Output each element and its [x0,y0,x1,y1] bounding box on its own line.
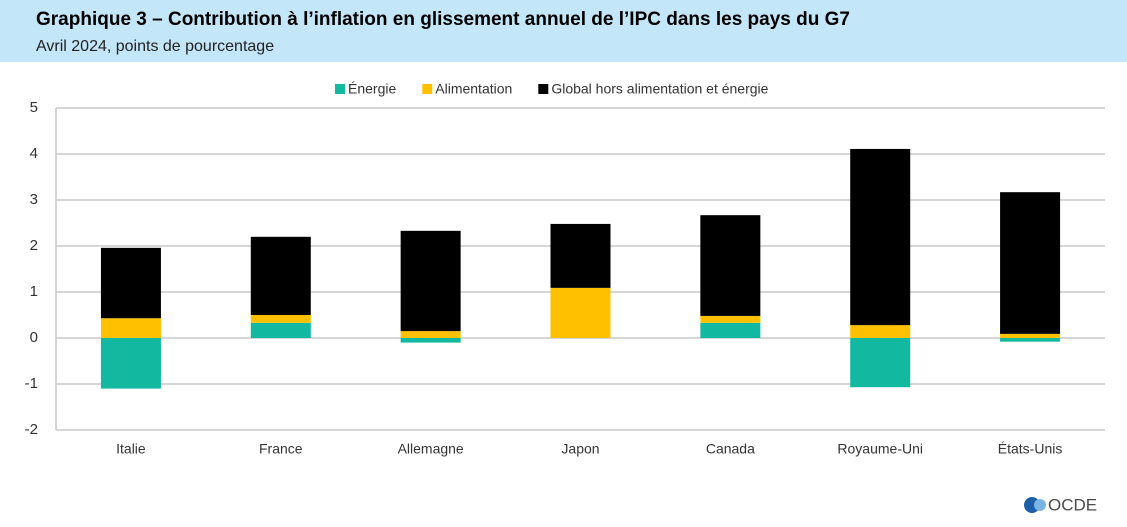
y-tick-label: 0 [30,329,38,346]
oecd-logo: OCDE [1024,495,1097,514]
logo-circle [1034,499,1046,511]
logo-text: OCDE [1048,495,1097,514]
bar-segment [850,325,911,338]
bar-segment [700,322,761,338]
bar-segment [550,223,611,288]
x-tick-label: Japon [561,441,599,457]
bar-segment [400,338,461,343]
bar-segment [550,287,611,338]
legend-swatch [422,84,433,94]
bar-segment [1000,333,1061,338]
x-tick-label: France [259,441,303,457]
y-tick-label: 5 [30,99,38,116]
chart-subtitle: Avril 2024, points de pourcentage [36,38,274,55]
bar-segment [100,338,161,389]
x-tick-label: Canada [706,441,755,457]
x-tick-label: Allemagne [398,441,464,457]
bar-segment [100,318,161,338]
x-tick-label: Italie [116,441,146,457]
bar-segment [400,230,461,332]
legend-label: Global hors alimentation et énergie [551,81,768,97]
x-tick-label: États-Unis [998,441,1063,457]
legend-label: Alimentation [435,81,512,97]
bar-segment [700,215,761,316]
header-band [0,0,1127,62]
x-tick-label: Royaume-Uni [837,441,923,457]
bar-segment [250,315,311,323]
bar-segment [250,236,311,315]
y-tick-label: 4 [30,145,38,162]
y-tick-label: 2 [30,237,38,254]
legend-swatch [335,84,345,94]
legend-swatch [538,84,549,94]
y-tick-label: 1 [30,283,38,300]
bar-segment [250,322,311,338]
bar-segment [850,338,911,388]
y-tick-label: -2 [25,421,38,438]
bar-segment [850,148,911,326]
bar-segment [100,247,161,319]
bar-segment [1000,192,1061,334]
bar-segment [700,315,761,323]
bar-segment [1000,338,1061,342]
legend-label: Énergie [348,81,396,97]
y-tick-label: -1 [25,375,38,392]
bar-segment [400,331,461,338]
chart-title: Graphique 3 – Contribution à l’inflation… [36,9,850,30]
y-tick-label: 3 [30,191,38,208]
